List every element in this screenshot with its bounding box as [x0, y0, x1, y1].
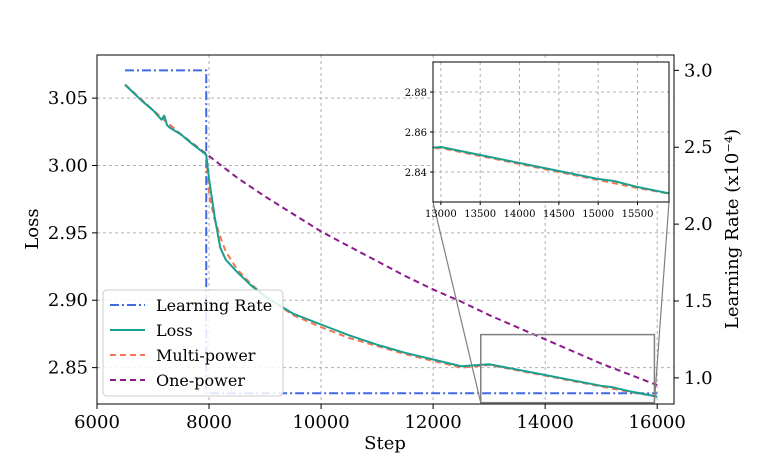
plot-frame [96, 54, 675, 405]
zoom-indicator [432, 201, 670, 404]
x-tick-label: 14000 [517, 412, 574, 433]
y-tick-label: 2.90 [48, 290, 88, 311]
series-line-one-power [124, 83, 658, 387]
y-tick-label: 3.05 [48, 88, 88, 109]
legend-label-one-power: One-power [156, 371, 245, 390]
y-axis-label: Loss [22, 208, 43, 249]
y-right-tick-label: 3.0 [684, 60, 713, 81]
zoom-connector-right [653, 201, 670, 403]
zoom-connector-left [432, 201, 482, 403]
inset-series [433, 146, 669, 195]
legend-label-loss: Loss [156, 321, 193, 340]
inset-y-tick-label: 2.86 [405, 128, 427, 139]
x-tick-label: 8000 [186, 412, 232, 433]
y-right-tick-label: 1.5 [684, 291, 713, 312]
inset-background [432, 61, 670, 203]
legend-box [102, 289, 284, 397]
series-line-loss [124, 83, 658, 398]
inset-series-line-loss [433, 146, 669, 195]
zoom-region-box [479, 333, 656, 404]
inset-x-tick-label: 15000 [582, 209, 614, 220]
inset-x-tick-label: 13500 [464, 209, 496, 220]
inset-y-tick-label: 2.84 [405, 168, 427, 179]
y-tick-label: 2.95 [48, 223, 88, 244]
x-tick-label: 6000 [74, 412, 120, 433]
legend: Learning Rate Loss Multi-power One-power [102, 289, 284, 397]
inset-x-tick-label: 14000 [504, 209, 536, 220]
inset-x-tick-label: 14500 [543, 209, 575, 220]
x-axis-label: Step [364, 433, 406, 454]
x-tick-label: 12000 [404, 412, 461, 433]
x-tick-label: 16000 [629, 412, 686, 433]
legend-label-multi-power: Multi-power [156, 346, 256, 365]
main-ticks: 6000 8000 10000 12000 14000 16000 3.05 3.00 2.95… [48, 60, 713, 433]
inset-x-tick-label: 15500 [622, 209, 654, 220]
inset-y-tick-label: 2.88 [405, 88, 427, 99]
inset-ticks: 13000 13500 14000 14500 15000 15500 2.88 2.86 2.… [405, 88, 654, 220]
y-tick-label: 2.85 [48, 358, 88, 379]
legend-label-learning-rate: Learning Rate [156, 296, 272, 315]
x-tick-label: 10000 [292, 412, 349, 433]
main-series [124, 69, 658, 398]
series-line-learning-rate [125, 69, 658, 395]
y-right-tick-label: 1.0 [684, 368, 713, 389]
y-tick-label: 3.00 [48, 155, 88, 176]
y-right-tick-label: 2.0 [684, 214, 713, 235]
inset-x-tick-label: 13000 [425, 209, 457, 220]
y-right-axis-label: Learning Rate (x10⁻⁴) [722, 129, 743, 329]
y-right-tick-label: 2.5 [684, 137, 713, 158]
